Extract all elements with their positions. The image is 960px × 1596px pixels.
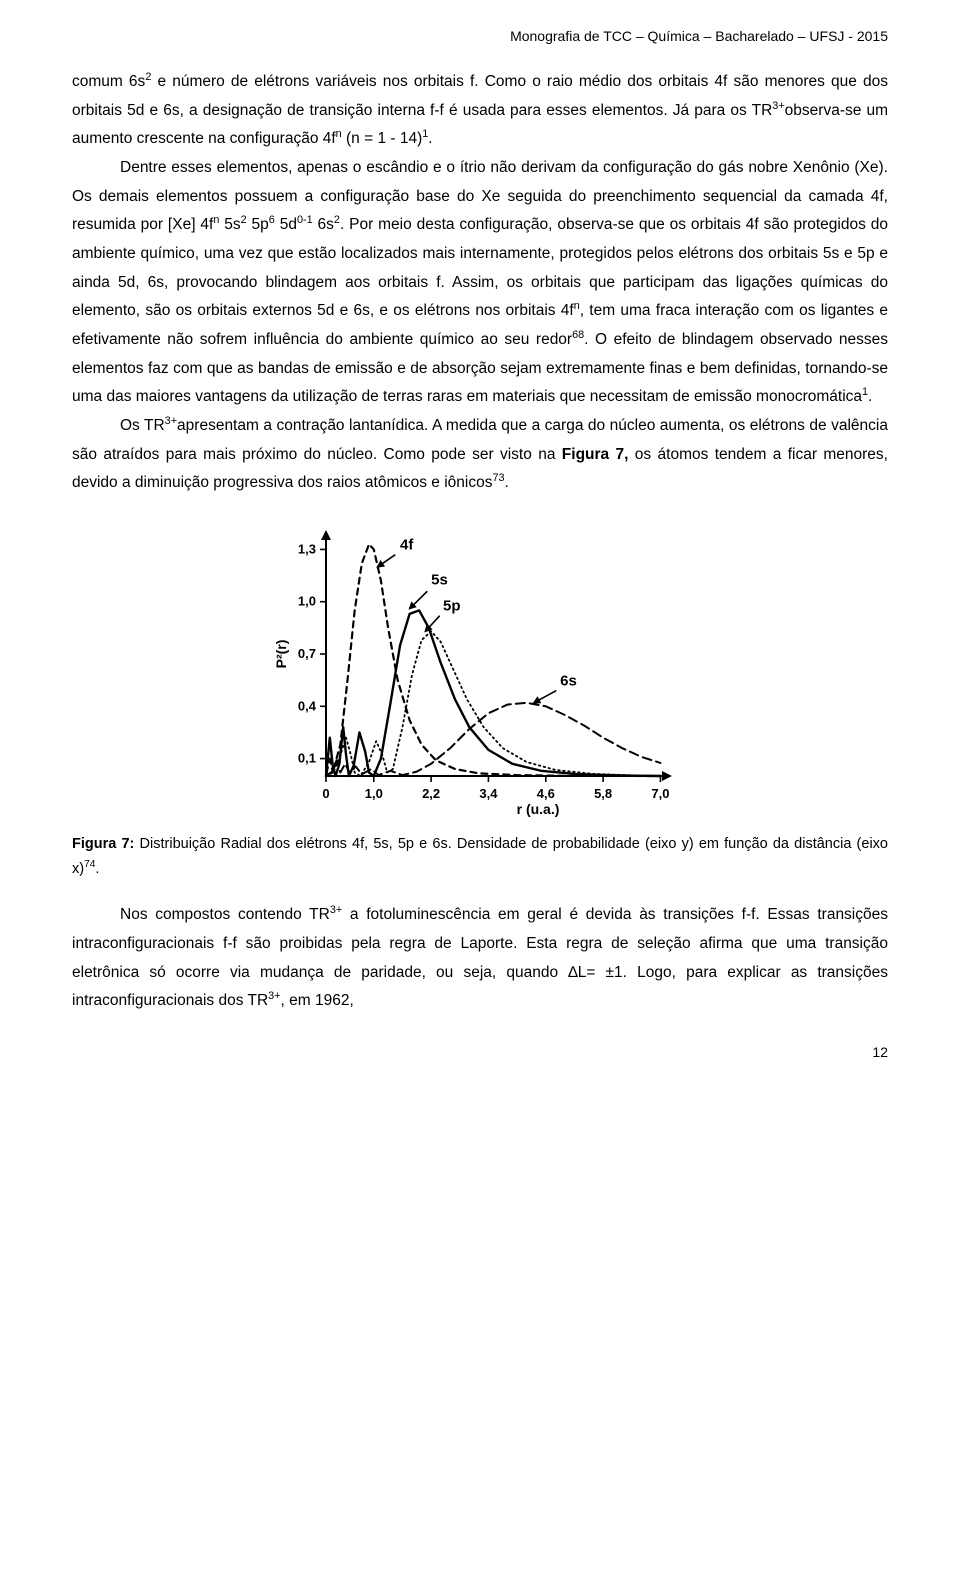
page-number: 12 (72, 1040, 888, 1066)
text: (n = 1 - 14) (342, 130, 423, 147)
svg-text:3,4: 3,4 (479, 786, 498, 801)
sup: 74 (84, 859, 95, 870)
text: comum 6s (72, 73, 145, 90)
radial-distribution-chart: 0 1,0 2,2 3,4 4,6 5,8 7,0 0,1 0,4 0,7 1,0 1,3 r (u.a… (270, 520, 690, 820)
svg-text:4,6: 4,6 (537, 786, 555, 801)
svg-text:5,8: 5,8 (594, 786, 612, 801)
text: 6s (313, 216, 334, 233)
svg-text:4f: 4f (400, 536, 414, 553)
text: . (505, 474, 509, 491)
svg-text:5p: 5p (443, 597, 461, 614)
svg-text:1,0: 1,0 (365, 786, 383, 801)
svg-text:1,3: 1,3 (298, 541, 316, 556)
text: . (95, 861, 99, 877)
svg-text:r (u.a.): r (u.a.) (517, 801, 560, 817)
text: Nos compostos contendo TR (120, 906, 330, 923)
svg-text:7,0: 7,0 (651, 786, 669, 801)
sup: 0-1 (297, 214, 313, 226)
figure-7: 0 1,0 2,2 3,4 4,6 5,8 7,0 0,1 0,4 0,7 1,0 1,3 r (u.a… (72, 520, 888, 820)
paragraph-3: Os TR3+apresentam a contração lantanídic… (72, 412, 888, 498)
caption-label: Figura 7: (72, 836, 134, 852)
sup: 3+ (330, 904, 342, 916)
svg-text:0,4: 0,4 (298, 698, 317, 713)
text: 5p (247, 216, 269, 233)
text: . (428, 130, 432, 147)
sup: 3+ (165, 415, 177, 427)
paragraph-1: comum 6s2 e número de elétrons variáveis… (72, 68, 888, 154)
svg-text:0: 0 (322, 786, 329, 801)
svg-text:1,0: 1,0 (298, 594, 316, 609)
sup: 68 (572, 329, 584, 341)
svg-text:0,1: 0,1 (298, 751, 316, 766)
figure-ref: Figura 7, (562, 446, 629, 463)
sup: 3+ (268, 990, 280, 1002)
page-header: Monografia de TCC – Química – Bacharelad… (72, 24, 888, 50)
figure-7-caption: Figura 7: Distribuição Radial dos elétro… (72, 832, 888, 881)
sup: 3+ (772, 99, 784, 111)
text: 5s (219, 216, 240, 233)
text: Os TR (120, 417, 165, 434)
svg-text:P²(r): P²(r) (273, 640, 289, 669)
svg-text:2,2: 2,2 (422, 786, 440, 801)
paragraph-2: Dentre esses elementos, apenas o escândi… (72, 154, 888, 412)
text: . (868, 388, 872, 405)
svg-text:6s: 6s (560, 672, 577, 689)
svg-text:5s: 5s (431, 571, 448, 588)
sup: 73 (492, 472, 504, 484)
text: , em 1962, (281, 992, 354, 1009)
text: e número de elétrons variáveis nos orbit… (72, 73, 888, 119)
paragraph-4: Nos compostos contendo TR3+ a fotolumine… (72, 901, 888, 1016)
text: 5d (275, 216, 297, 233)
text: Distribuição Radial dos elétrons 4f, 5s,… (72, 836, 888, 877)
svg-text:0,7: 0,7 (298, 646, 316, 661)
